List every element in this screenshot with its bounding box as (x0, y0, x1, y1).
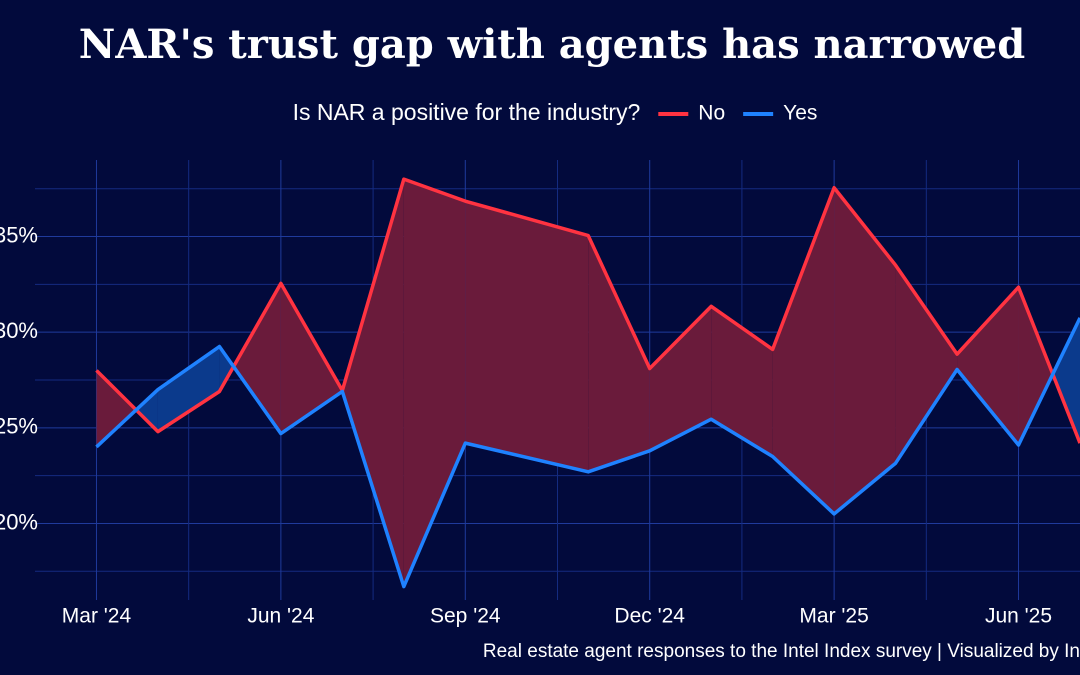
gap-fill (233, 283, 281, 434)
gap-fill (342, 179, 404, 587)
legend-label: No (698, 102, 725, 125)
caption: Real estate agent responses to the Intel… (483, 641, 1080, 662)
x-tick-label: Sep '24 (430, 605, 501, 628)
gap-fill (834, 187, 896, 514)
gap-fill (280, 283, 343, 434)
gap-fills (96, 179, 1080, 587)
legend-label: Yes (783, 102, 817, 125)
gap-fill (1052, 317, 1080, 444)
gap-fill (219, 346, 234, 392)
x-tick-label: Mar '24 (62, 605, 132, 628)
y-tick-label: 35% (0, 222, 38, 247)
gap-fill (465, 201, 589, 472)
lines (95, 177, 1080, 589)
y-tick-label: 20% (0, 509, 38, 534)
legend: Is NAR a positive for the industry? No Yes (293, 99, 818, 125)
y-tick-label: 25% (0, 414, 38, 439)
x-tick-label: Jun '25 (985, 605, 1052, 628)
gap-fill (588, 235, 650, 472)
gap-fill (403, 179, 466, 587)
series-line (95, 177, 1080, 444)
gap-fill (772, 187, 835, 514)
x-tick-label: Mar '25 (799, 605, 868, 628)
x-tick-label: Dec '24 (614, 605, 685, 628)
gap-fill (136, 389, 158, 432)
axes: 20% 25% 30% 35% Mar '24 Jun '24 Sep '24 Dec '24… (0, 222, 1052, 627)
gap-fill (649, 306, 712, 451)
series-line (95, 317, 1080, 589)
gap-fill (895, 265, 958, 464)
x-tick-label: Jun '24 (247, 605, 314, 628)
chart-title: NAR's trust gap with agents has narrowed (79, 21, 1025, 68)
gap-fill (157, 346, 220, 432)
y-tick-label: 30% (0, 318, 38, 343)
gap-fill (711, 306, 773, 457)
gap-fill (957, 287, 1019, 446)
gap-fill (96, 370, 137, 447)
gap-fill (1018, 287, 1053, 446)
legend-title: Is NAR a positive for the industry? (293, 99, 641, 125)
